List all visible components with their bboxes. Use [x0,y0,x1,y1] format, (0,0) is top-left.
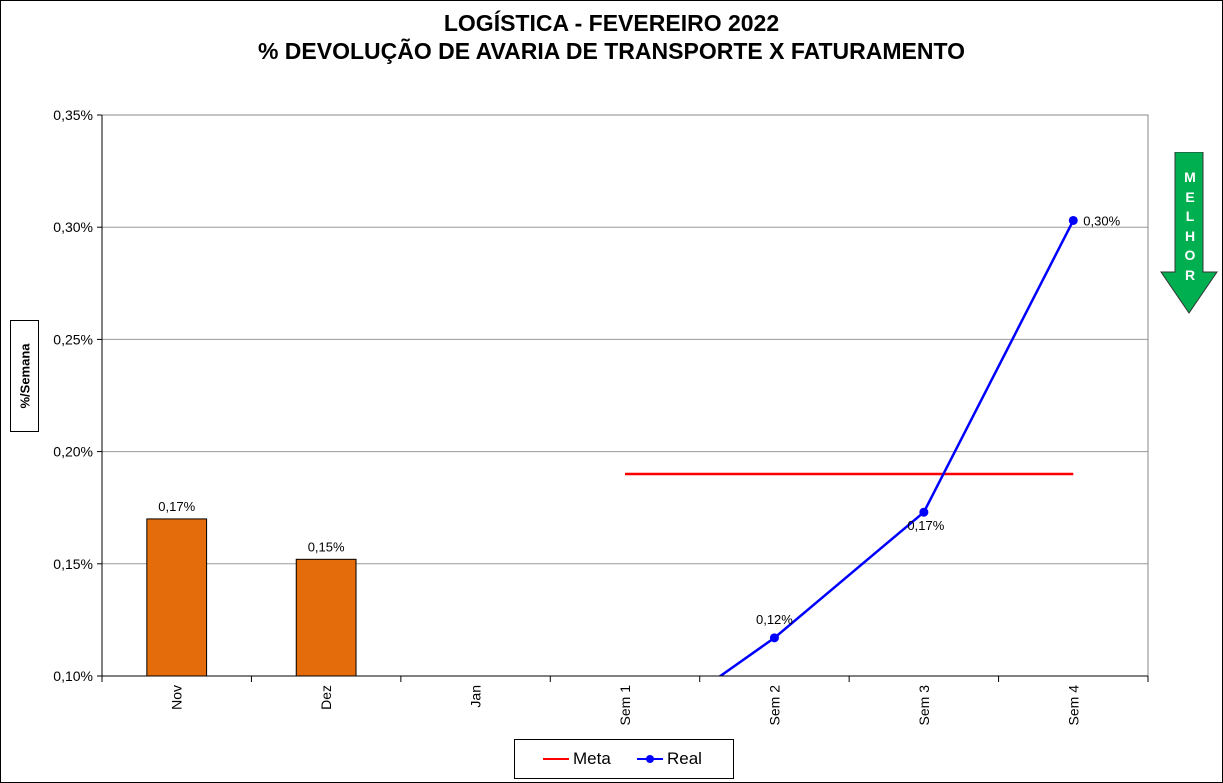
bar [295,558,357,677]
chart-legend: Meta Real [514,739,734,779]
x-tick-label: Sem 4 [1065,685,1081,726]
line-data-label: 0,30% [1083,213,1120,228]
melhor-letter: M [1184,169,1196,185]
legend-label-real: Real [667,749,702,768]
melhor-down-arrow-icon [1160,152,1218,314]
x-tick-label: Dez [318,685,334,710]
line-data-label: 0,17% [907,518,944,533]
y-tick-label: 0,25% [53,331,93,347]
series-point-real [769,633,779,643]
y-tick-label: 0,30% [53,219,93,235]
legend-swatch-real [637,753,663,765]
melhor-letter: E [1185,188,1195,205]
melhor-letter: L [1185,208,1195,224]
y-tick-label: 0,35% [53,107,93,123]
melhor-letter: H [1184,227,1196,244]
legend-item-meta: Meta [543,740,611,778]
legend-swatch-meta [543,753,569,765]
x-tick-label: Nov [169,685,185,710]
series-point-real [1068,215,1078,225]
bar-data-label: 0,17% [158,499,195,514]
x-tick-label: Sem 3 [916,685,932,726]
melhor-letter: O [1184,247,1196,263]
series-point-real [919,507,929,517]
y-tick-label: 0,10% [53,668,93,684]
legend-label-meta: Meta [573,749,611,768]
x-tick-label: Sem 1 [617,685,633,726]
bar-data-label: 0,15% [308,539,345,554]
chart-title-line-1: LOGÍSTICA - FEVEREIRO 2022 [443,10,780,36]
bar [146,518,208,677]
series-line-real [718,219,1075,676]
x-tick-label: Jan [468,685,484,708]
legend-item-real: Real [637,740,702,778]
x-tick-label: Sem 2 [766,685,782,726]
chart-title-line-2: % DEVOLUÇÃO DE AVARIA DE TRANSPORTE X FA… [257,38,966,64]
plot-area-border [101,114,1149,677]
line-data-label: 0,12% [756,612,793,627]
melhor-letter: R [1184,266,1196,283]
y-axis-label-box: %/Semana [10,320,39,432]
y-tick-label: 0,15% [53,556,93,572]
y-tick-label: 0,20% [53,444,93,460]
